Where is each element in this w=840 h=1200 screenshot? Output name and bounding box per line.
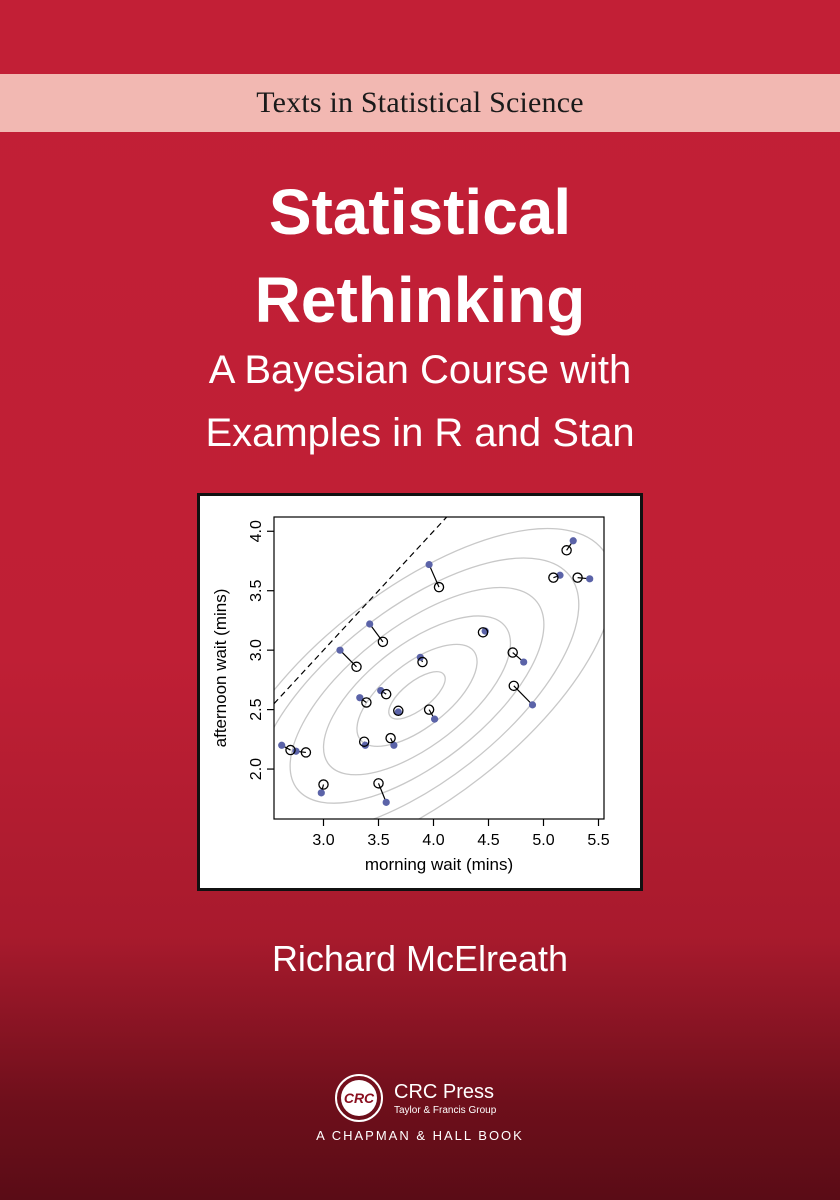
open-point [300, 747, 312, 758]
x-tick-label: 4.0 [422, 832, 444, 849]
book-subtitle-line2: Examples in R and Stan [205, 411, 635, 455]
book-subtitle-line1: A Bayesian Course with [208, 348, 632, 392]
crc-logo-icon: CRC [335, 1074, 383, 1122]
pair-connector [339, 649, 357, 668]
x-tick-label: 3.0 [312, 832, 334, 849]
filled-point [382, 798, 390, 806]
open-point [393, 705, 404, 717]
filled-point [425, 560, 433, 569]
filled-point [361, 741, 369, 749]
publisher-block: CRC CRC Press Taylor & Francis Group [334, 1073, 554, 1123]
y-tick-label: 2.5 [248, 698, 265, 720]
contour-ellipse [274, 557, 580, 819]
y-tick-label: 3.5 [248, 579, 265, 601]
open-point [561, 545, 572, 556]
scatter-chart: 3.0 3.5 4.0 4.5 5.0 5.5 2.0 2.5 3.0 3.5 4.0 mornin… [211, 516, 610, 874]
plot-border [273, 516, 605, 820]
filled-point [528, 701, 537, 709]
series-name: Texts in Statistical Science [256, 86, 584, 119]
open-point [385, 732, 396, 744]
open-point [477, 627, 489, 638]
y-axis-label: afternoon wait (mins) [211, 589, 230, 748]
imprint-line: A CHAPMAN & HALL BOOK [316, 1128, 524, 1143]
publisher-name: CRC Press [394, 1081, 495, 1103]
open-point [548, 572, 559, 583]
filled-point [390, 741, 398, 749]
contour-ellipse [289, 586, 545, 804]
x-tick-label: 5.0 [532, 832, 554, 849]
open-point [433, 581, 445, 593]
open-point [423, 704, 435, 715]
open-point [358, 736, 370, 747]
pair-connector [369, 623, 384, 643]
open-point [417, 656, 428, 668]
open-point [285, 744, 296, 756]
filled-point [317, 789, 325, 797]
filled-point [394, 708, 402, 716]
contour-ellipse [388, 671, 446, 720]
open-point [508, 680, 520, 692]
book-title-line1: Statistical [268, 176, 572, 248]
series-band: Texts in Statistical Science [0, 74, 840, 132]
filled-point [336, 646, 344, 654]
filled-point [586, 575, 594, 583]
contour-ellipse [322, 615, 512, 776]
y-tick-label: 3.0 [248, 639, 265, 661]
crc-logo-text: CRC [344, 1090, 375, 1106]
y-tick-label: 4.0 [248, 520, 265, 542]
y-tick-label: 2.0 [248, 758, 265, 780]
x-tick-label: 4.5 [477, 832, 499, 849]
x-tick-label: 3.5 [367, 832, 389, 849]
publisher-group: Taylor & Francis Group [394, 1105, 497, 1116]
open-point [351, 661, 362, 673]
x-tick-label: 5.5 [587, 832, 609, 849]
filled-point [520, 658, 528, 666]
author-name: Richard McElreath [271, 938, 569, 979]
open-point [572, 572, 583, 583]
open-point [380, 688, 392, 700]
filled-point [278, 741, 286, 749]
book-title-line2: Rethinking [254, 264, 586, 336]
reference-line [274, 517, 448, 705]
open-point [377, 636, 389, 648]
cover-figure: 3.0 3.5 4.0 4.5 5.0 5.5 2.0 2.5 3.0 3.5 4.0 mornin… [197, 493, 643, 891]
x-axis-label: morning wait (mins) [365, 855, 513, 874]
contour-ellipse [274, 527, 604, 819]
filled-point [431, 715, 439, 723]
open-point [361, 697, 372, 708]
filled-point [569, 537, 577, 545]
open-point [318, 779, 329, 790]
filled-point [356, 694, 364, 702]
open-point [373, 778, 384, 789]
open-point [507, 647, 518, 658]
filled-point [366, 620, 374, 628]
